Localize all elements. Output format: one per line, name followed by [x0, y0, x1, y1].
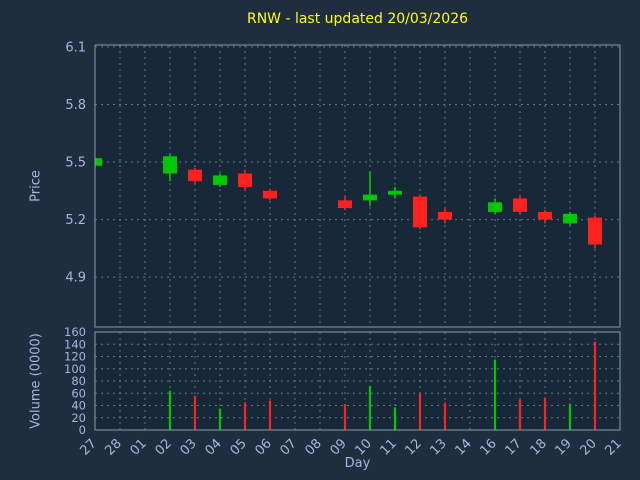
candle-body [488, 202, 502, 212]
volume-tick-label: 60 [71, 386, 86, 400]
candle-body [588, 217, 602, 245]
x-axis-label: Day [344, 456, 371, 471]
volume-axis-label: Volume (0000) [28, 333, 44, 429]
volume-tick-label: 160 [64, 325, 86, 339]
volume-tick-label: 40 [71, 399, 86, 413]
volume-panel-background [95, 332, 620, 430]
volume-tick-label: 0 [79, 423, 86, 437]
candle-body [413, 196, 427, 228]
candle-body [538, 211, 552, 220]
candle-body [213, 175, 227, 186]
volume-tick-label: 100 [64, 362, 86, 376]
price-panel-background [95, 45, 620, 327]
candle-body [563, 213, 577, 224]
price-tick-label: 6.1 [65, 40, 86, 55]
candle-body [338, 200, 352, 209]
price-tick-label: 5.5 [65, 156, 86, 171]
candle-body [363, 194, 377, 201]
volume-tick-label: 20 [71, 411, 86, 425]
volume-bars-group [168, 341, 597, 430]
volume-tick-label: 140 [64, 337, 86, 351]
price-tick-label: 5.8 [65, 98, 86, 113]
volume-panel-border [94, 331, 621, 431]
candle-body [263, 190, 277, 199]
candle-body [238, 173, 252, 187]
price-tick-label: 5.2 [65, 213, 86, 228]
volume-tick-label: 120 [64, 350, 86, 364]
candle-body [513, 198, 527, 212]
chart-title: RNW - last updated 20/03/2026 [246, 11, 469, 27]
volume-tick-label: 80 [71, 374, 86, 388]
price-tick-label: 4.9 [65, 271, 86, 286]
candle-body [163, 156, 177, 174]
candles-group [95, 154, 602, 249]
price-panel-border [94, 44, 621, 328]
candle-body [388, 190, 402, 195]
candle-body [95, 158, 102, 166]
price-axis-label: Price [28, 170, 44, 202]
candle-body [188, 169, 202, 182]
candle-body [438, 211, 452, 220]
